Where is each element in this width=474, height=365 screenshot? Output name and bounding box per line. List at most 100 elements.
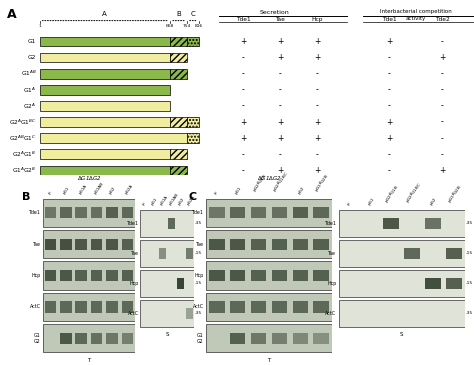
- Bar: [170, 166, 187, 175]
- Text: G2$^{A}$G1$^{BC}$: G2$^{A}$G1$^{BC}$: [9, 118, 36, 127]
- Bar: [170, 69, 187, 78]
- Bar: [313, 270, 329, 281]
- Text: +: +: [240, 134, 246, 143]
- Bar: [60, 270, 72, 281]
- Text: +: +: [277, 134, 283, 143]
- Bar: [39, 117, 170, 127]
- Bar: [122, 301, 133, 312]
- Text: S: S: [165, 332, 169, 337]
- Bar: [272, 270, 287, 281]
- Text: Hcp: Hcp: [129, 281, 139, 286]
- Bar: [170, 37, 187, 46]
- Text: p: p: [213, 190, 218, 195]
- Text: -: -: [316, 150, 319, 159]
- Text: activity: activity: [405, 16, 426, 21]
- Text: G1
G2: G1 G2: [197, 333, 204, 344]
- Text: -: -: [441, 85, 444, 95]
- Bar: [106, 333, 118, 344]
- Bar: [43, 199, 135, 227]
- Bar: [339, 240, 465, 267]
- Bar: [313, 301, 329, 312]
- Bar: [43, 293, 135, 321]
- Bar: [170, 53, 187, 62]
- Bar: [292, 301, 308, 312]
- Bar: [106, 301, 118, 312]
- Text: +: +: [277, 37, 283, 46]
- Text: pG2$^A$G1B: pG2$^A$G1B: [250, 172, 271, 195]
- Bar: [39, 37, 170, 46]
- Text: 754: 754: [182, 24, 191, 28]
- Bar: [122, 333, 133, 344]
- Bar: [140, 240, 194, 267]
- Text: +: +: [277, 166, 283, 175]
- Text: Tde1: Tde1: [325, 220, 337, 226]
- Text: pG2$^A$G1BC: pG2$^A$G1BC: [271, 169, 293, 195]
- Text: Tae: Tae: [33, 242, 41, 247]
- Bar: [313, 333, 329, 344]
- Text: Tde1: Tde1: [192, 210, 204, 215]
- Text: -: -: [242, 85, 245, 95]
- Text: -: -: [441, 134, 444, 143]
- Text: -: -: [279, 69, 282, 78]
- Bar: [230, 239, 246, 250]
- Bar: [251, 239, 266, 250]
- Text: A: A: [7, 8, 17, 21]
- Bar: [91, 333, 102, 344]
- Text: A: A: [102, 11, 107, 16]
- Text: ActC: ActC: [325, 311, 337, 316]
- Bar: [272, 239, 287, 250]
- Text: pG1$^A$G2B: pG1$^A$G2B: [446, 182, 466, 205]
- Bar: [60, 207, 72, 218]
- Bar: [292, 239, 308, 250]
- Text: S: S: [400, 332, 403, 337]
- Bar: [140, 210, 194, 237]
- Text: Tae: Tae: [275, 16, 285, 22]
- Text: Hcp: Hcp: [194, 273, 204, 278]
- Text: B: B: [22, 192, 31, 202]
- Bar: [404, 248, 420, 259]
- Text: G1: G1: [28, 39, 36, 44]
- Text: -: -: [279, 101, 282, 111]
- Text: Tae: Tae: [131, 251, 139, 256]
- Bar: [75, 333, 87, 344]
- Bar: [106, 207, 118, 218]
- Bar: [209, 301, 225, 312]
- Bar: [45, 270, 56, 281]
- Bar: [187, 133, 199, 143]
- Bar: [292, 207, 308, 218]
- Text: pG1: pG1: [234, 185, 242, 195]
- Bar: [39, 166, 170, 175]
- Bar: [313, 239, 329, 250]
- Text: -: -: [441, 69, 444, 78]
- Text: +: +: [386, 37, 392, 46]
- Text: pG1A: pG1A: [78, 183, 88, 195]
- Bar: [140, 270, 194, 297]
- Text: Tae: Tae: [328, 251, 337, 256]
- Text: +: +: [277, 53, 283, 62]
- Bar: [140, 300, 194, 327]
- Text: +: +: [439, 53, 446, 62]
- Text: Tde1: Tde1: [236, 16, 250, 22]
- Text: -: -: [388, 85, 391, 95]
- Bar: [91, 301, 102, 312]
- Text: pG1A: pG1A: [159, 194, 169, 205]
- Bar: [230, 270, 246, 281]
- Text: G2$^{A}$: G2$^{A}$: [23, 101, 36, 111]
- Bar: [122, 270, 133, 281]
- Bar: [187, 117, 199, 127]
- Text: Tde1: Tde1: [382, 16, 396, 22]
- Bar: [75, 301, 87, 312]
- Text: pG1AB: pG1AB: [93, 181, 105, 195]
- Text: -35: -35: [195, 221, 202, 225]
- Text: -: -: [441, 37, 444, 46]
- Text: Interbacterial competition: Interbacterial competition: [380, 9, 451, 14]
- Text: pG1: pG1: [367, 196, 375, 205]
- Text: Tde1: Tde1: [127, 220, 139, 226]
- Bar: [122, 239, 133, 250]
- Bar: [292, 333, 308, 344]
- Text: T: T: [267, 358, 271, 363]
- Text: -: -: [388, 53, 391, 62]
- Bar: [383, 218, 399, 228]
- Text: ActC: ActC: [128, 311, 139, 316]
- Text: 816: 816: [195, 24, 203, 28]
